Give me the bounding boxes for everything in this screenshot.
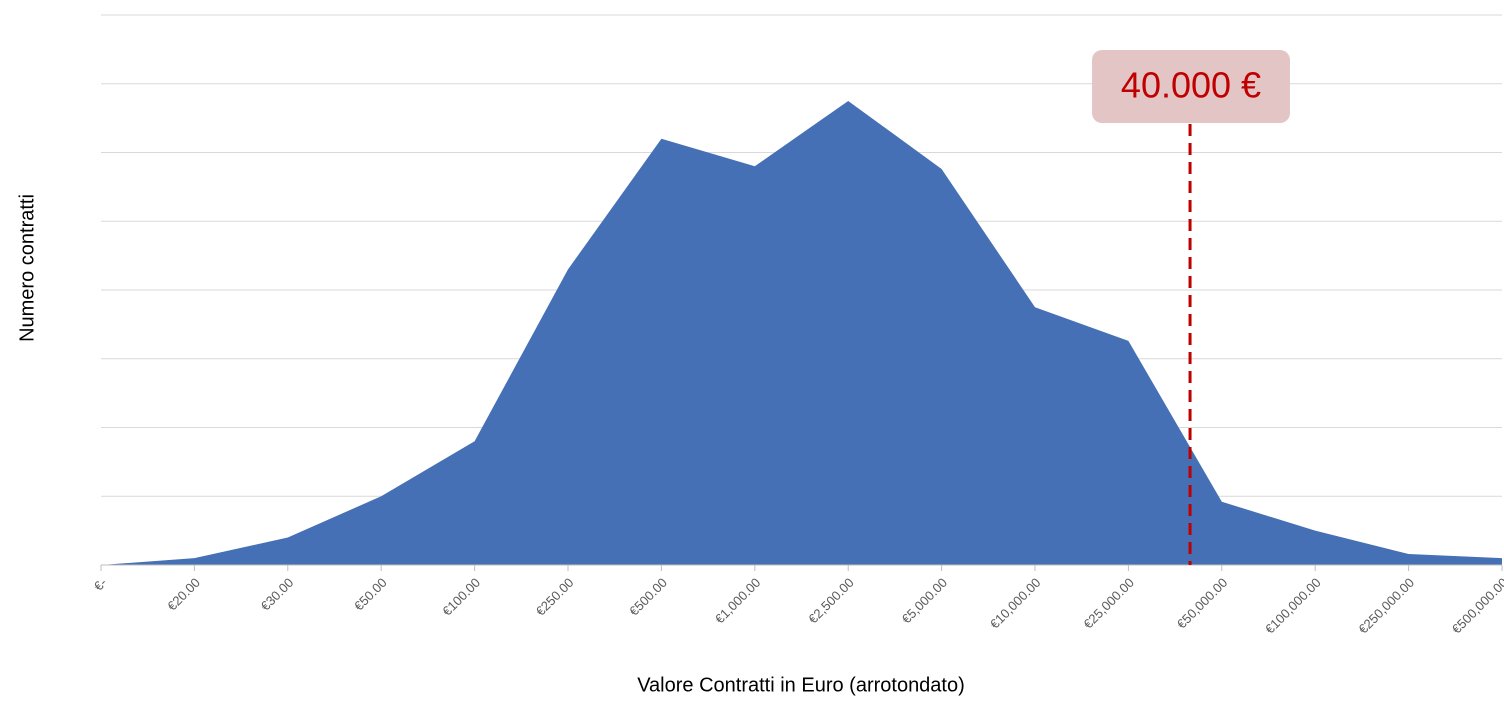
x-tick-label: €2,500.00: [805, 575, 857, 627]
x-tick-label: €5,000.00: [899, 575, 951, 627]
x-tick-label: €500.00: [626, 575, 670, 619]
x-tick-label: €30.00: [258, 575, 297, 614]
x-tick-label: €50,000.00: [1174, 575, 1231, 632]
x-tick-label: €500,000.00: [1449, 575, 1504, 637]
x-tick-label: €-: [91, 575, 110, 594]
x-tick-label: €100.00: [439, 575, 483, 619]
x-tick-label: €250,000.00: [1355, 575, 1417, 637]
x-tick-label: €1,000.00: [712, 575, 764, 627]
x-tick-label: €100,000.00: [1262, 575, 1324, 637]
x-tick-label: €10,000.00: [987, 575, 1044, 632]
x-tick-label: €25,000.00: [1080, 575, 1137, 632]
y-axis-title: Numero contratti: [16, 194, 38, 342]
annotation-box: [1092, 50, 1290, 123]
annotation-label: 40.000 €: [1121, 65, 1261, 106]
x-axis-title: Valore Contratti in Euro (arrotondato): [637, 674, 965, 696]
x-tick-label: €250.00: [533, 575, 577, 619]
x-tick-label: €50.00: [351, 575, 390, 614]
area: [101, 100, 1502, 565]
x-tick-label: €20.00: [164, 575, 203, 614]
